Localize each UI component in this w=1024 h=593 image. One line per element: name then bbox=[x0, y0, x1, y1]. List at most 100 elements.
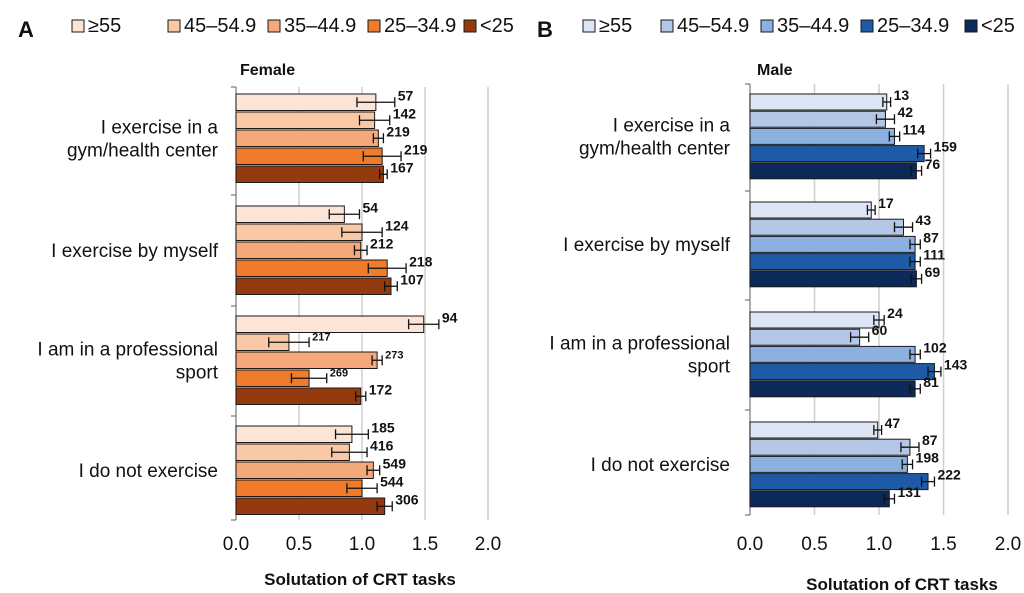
panel-a: A ≥55 45–54.9 35–44.9 25–34.9 <25 Female 0.0 0.5… bbox=[18, 15, 514, 589]
bar bbox=[749, 490, 890, 508]
bar bbox=[749, 455, 908, 473]
data-label: 222 bbox=[937, 467, 961, 483]
chart-title: Male bbox=[757, 62, 793, 79]
legend-label: 25–34.9 bbox=[877, 15, 949, 37]
legend-swatch bbox=[267, 19, 281, 33]
category-label: I am in a professional sport bbox=[549, 334, 730, 378]
bar bbox=[235, 165, 384, 183]
bar bbox=[235, 387, 362, 405]
legend-swatch bbox=[660, 19, 674, 33]
legend-swatch bbox=[964, 19, 978, 33]
bar bbox=[749, 363, 935, 381]
category-label: I exercise in a gym/health center bbox=[67, 118, 219, 162]
data-label: 172 bbox=[369, 381, 393, 397]
bar bbox=[235, 497, 386, 515]
data-label: 159 bbox=[934, 139, 958, 155]
legend-swatch bbox=[860, 19, 874, 33]
data-label: 269 bbox=[330, 367, 348, 379]
legend-label: 25–34.9 bbox=[384, 15, 456, 37]
data-label: 102 bbox=[923, 339, 947, 355]
data-label: 42 bbox=[897, 104, 913, 120]
data-label: 57 bbox=[398, 87, 414, 103]
bar bbox=[235, 147, 383, 165]
data-label: 60 bbox=[872, 322, 888, 338]
bar bbox=[235, 479, 363, 497]
bar bbox=[749, 235, 916, 253]
chart-title: Female bbox=[240, 62, 295, 79]
x-axis-label: Solutation of CRT tasks bbox=[264, 570, 456, 589]
data-label: 111 bbox=[923, 247, 945, 263]
bar bbox=[749, 311, 880, 329]
data-label: 198 bbox=[916, 449, 940, 465]
legend-swatch bbox=[71, 19, 85, 33]
data-label: 416 bbox=[370, 437, 394, 453]
data-label: 143 bbox=[944, 357, 968, 373]
data-label: 76 bbox=[925, 156, 941, 172]
data-label: 43 bbox=[916, 212, 932, 228]
bar bbox=[749, 162, 917, 180]
x-tick-label: 1.5 bbox=[412, 534, 438, 555]
data-label: 107 bbox=[400, 271, 424, 287]
x-tick-label: 1.0 bbox=[866, 534, 892, 555]
x-tick-label: 0.0 bbox=[223, 534, 249, 555]
data-label: 114 bbox=[903, 121, 926, 137]
x-tick-label: 1.0 bbox=[349, 534, 375, 555]
data-label: 273 bbox=[385, 349, 403, 361]
data-label: 69 bbox=[925, 264, 941, 280]
bar bbox=[235, 259, 388, 277]
legend-label: ≥55 bbox=[88, 15, 121, 37]
category-label: I exercise by myself bbox=[51, 241, 219, 262]
data-label: 549 bbox=[383, 455, 407, 471]
data-label: 94 bbox=[442, 309, 458, 325]
bar bbox=[749, 218, 905, 236]
legend-swatch bbox=[582, 19, 596, 33]
bar bbox=[749, 328, 861, 346]
data-label: 544 bbox=[380, 473, 404, 489]
legend-label: 45–54.9 bbox=[184, 15, 256, 37]
legend-label: ≥55 bbox=[599, 15, 632, 37]
bar bbox=[749, 127, 895, 145]
data-label: 217 bbox=[312, 331, 330, 343]
bar bbox=[749, 421, 879, 439]
legend-label: 45–54.9 bbox=[677, 15, 749, 37]
bar bbox=[749, 253, 916, 271]
bar bbox=[749, 270, 917, 288]
data-label: 124 bbox=[385, 217, 409, 233]
panel-letter: B bbox=[537, 17, 553, 42]
x-axis-label: Solutation of CRT tasks bbox=[806, 575, 998, 593]
category-label: I do not exercise bbox=[591, 455, 730, 476]
bar bbox=[235, 461, 374, 479]
bar bbox=[235, 351, 378, 369]
data-label: 185 bbox=[371, 419, 395, 435]
data-label: 212 bbox=[370, 235, 394, 251]
legend-swatch bbox=[167, 19, 181, 33]
data-label: 87 bbox=[923, 229, 939, 245]
bar bbox=[749, 438, 911, 456]
x-tick-label: 2.0 bbox=[995, 534, 1021, 555]
bar bbox=[235, 241, 362, 259]
data-label: 87 bbox=[922, 432, 938, 448]
data-label: 81 bbox=[923, 374, 939, 390]
data-label: 306 bbox=[395, 491, 419, 507]
data-label: 218 bbox=[409, 253, 433, 269]
bar bbox=[235, 111, 376, 129]
bar bbox=[235, 205, 345, 223]
data-label: 24 bbox=[887, 305, 903, 321]
bar bbox=[235, 277, 392, 295]
bar bbox=[235, 315, 425, 333]
bar bbox=[749, 345, 916, 363]
legend-swatch bbox=[367, 19, 381, 33]
legend-label: <25 bbox=[480, 15, 514, 37]
category-label: I exercise by myself bbox=[563, 235, 731, 256]
x-tick-label: 0.5 bbox=[286, 534, 312, 555]
legend-label: 35–44.9 bbox=[284, 15, 356, 37]
bar bbox=[749, 380, 916, 398]
bar bbox=[749, 201, 872, 219]
data-label: 167 bbox=[390, 159, 414, 175]
x-tick-label: 0.0 bbox=[737, 534, 763, 555]
category-label: I do not exercise bbox=[79, 461, 218, 482]
bar bbox=[235, 93, 377, 111]
legend-swatch bbox=[463, 19, 477, 33]
data-label: 219 bbox=[386, 123, 410, 139]
